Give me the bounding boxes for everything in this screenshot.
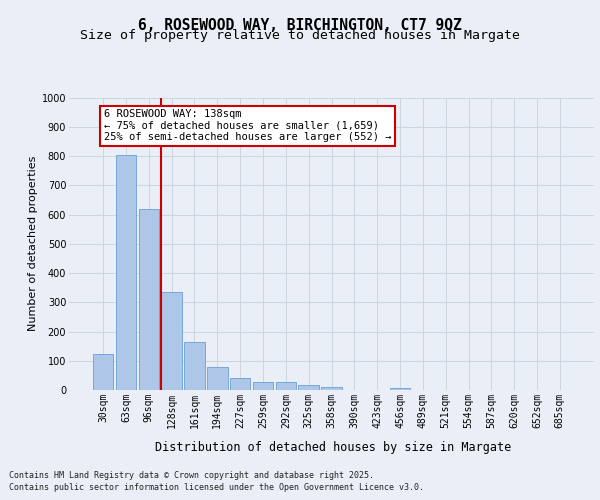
Bar (161, 292, 182, 390)
Text: Contains HM Land Registry data © Crown copyright and database right 2025.: Contains HM Land Registry data © Crown c… (9, 472, 374, 480)
Text: Distribution of detached houses by size in Margate: Distribution of detached houses by size … (155, 441, 511, 454)
Bar (93, 354, 113, 390)
Bar (321, 387, 342, 390)
Bar (230, 378, 250, 390)
Text: Size of property relative to detached houses in Margate: Size of property relative to detached ho… (80, 29, 520, 42)
Bar (390, 388, 410, 390)
Y-axis label: Number of detached properties: Number of detached properties (28, 156, 38, 332)
Text: 6 ROSEWOOD WAY: 138sqm
← 75% of detached houses are smaller (1,659)
25% of semi-: 6 ROSEWOOD WAY: 138sqm ← 75% of detached… (104, 109, 391, 142)
Text: Contains public sector information licensed under the Open Government Licence v3: Contains public sector information licen… (9, 482, 424, 492)
Bar (139, 208, 159, 390)
Bar (207, 366, 227, 390)
Bar (116, 154, 136, 390)
Bar (184, 342, 205, 390)
Bar (275, 382, 296, 390)
Bar (253, 382, 273, 390)
Text: 6, ROSEWOOD WAY, BIRCHINGTON, CT7 9QZ: 6, ROSEWOOD WAY, BIRCHINGTON, CT7 9QZ (138, 18, 462, 32)
Bar (298, 386, 319, 390)
